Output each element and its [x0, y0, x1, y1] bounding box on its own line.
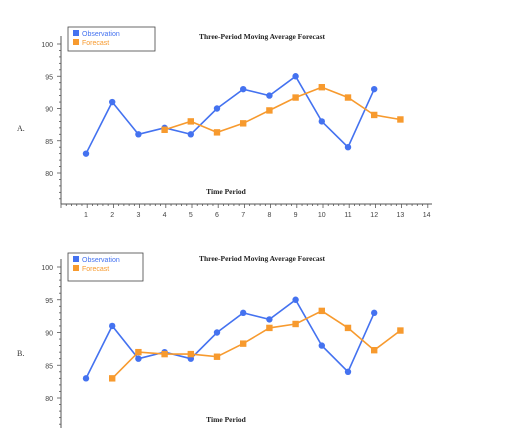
data-point	[344, 144, 352, 151]
data-point	[240, 340, 247, 347]
data-point	[266, 324, 273, 332]
data-point	[135, 348, 142, 356]
chart-title: Three-Period Moving Average Forecast	[199, 32, 326, 41]
data-point	[344, 368, 352, 375]
data-point	[187, 131, 194, 138]
y-tick-label: 100	[41, 265, 53, 272]
data-point	[187, 118, 194, 125]
data-point	[344, 324, 352, 332]
series-forecast	[109, 307, 404, 382]
data-point	[161, 350, 168, 358]
data-point	[135, 355, 142, 362]
data-point	[213, 129, 221, 136]
x-tick-label: 11	[344, 212, 351, 219]
y-tick-label: 90	[45, 107, 53, 114]
series-line	[85, 298, 375, 379]
data-point	[187, 350, 194, 358]
data-point	[371, 346, 378, 354]
data-point	[109, 322, 116, 330]
legend: Observation Forecast	[67, 26, 156, 52]
y-tick-label: 90	[45, 331, 53, 338]
data-point	[109, 375, 116, 382]
data-point	[82, 375, 90, 382]
legend-swatch	[73, 30, 79, 36]
series-line	[164, 86, 401, 134]
data-point	[213, 353, 221, 360]
data-point	[240, 309, 247, 317]
legend: Observation Forecast	[67, 252, 144, 282]
data-point	[135, 131, 142, 138]
legend-box	[67, 252, 144, 282]
legend-label: Observation	[82, 31, 120, 38]
x-tick-label: 13	[397, 212, 405, 219]
data-point	[240, 120, 247, 127]
panel-label: A.	[17, 124, 25, 133]
x-tick-label: 4	[163, 212, 167, 219]
data-point	[292, 320, 299, 328]
data-point	[292, 94, 299, 101]
y-tick-label: 95	[45, 74, 53, 81]
x-tick-label: 3	[136, 212, 140, 219]
x-axis-label: Time Period	[206, 187, 246, 196]
data-point	[266, 92, 273, 99]
series-forecast	[161, 84, 404, 136]
data-point	[292, 73, 299, 80]
legend-label: Observation	[82, 257, 120, 264]
x-axis-label: Time Period	[206, 415, 246, 424]
data-point	[266, 316, 273, 323]
x-tick-label: 8	[267, 212, 271, 219]
data-point	[371, 85, 378, 93]
x-tick-label: 12	[370, 212, 378, 219]
chart-title: Three-Period Moving Average Forecast	[199, 254, 326, 263]
x-tick-label: 9	[294, 212, 298, 219]
x-tick-label: 7	[241, 212, 245, 219]
legend-label: Forecast	[82, 266, 109, 273]
y-tick-label: 85	[45, 363, 53, 370]
data-point	[109, 98, 116, 106]
data-point	[213, 329, 221, 336]
panel-label: B.	[17, 349, 24, 358]
x-tick-label: 6	[215, 212, 219, 219]
y-tick-label: 95	[45, 298, 53, 305]
series-line	[85, 75, 375, 155]
data-point	[318, 84, 325, 91]
data-point	[318, 342, 325, 349]
series-observation	[82, 73, 378, 157]
legend-label: Forecast	[82, 40, 109, 47]
data-point	[240, 85, 247, 93]
y-tick-label: 100	[41, 42, 53, 49]
x-tick-label: 1	[84, 212, 88, 219]
data-point	[292, 296, 299, 303]
y-tick-label: 80	[45, 396, 53, 403]
data-point	[318, 307, 325, 315]
data-point	[82, 150, 90, 157]
legend-swatch	[73, 39, 79, 45]
y-tick-label: 80	[45, 171, 53, 178]
data-point	[371, 309, 378, 317]
series-observation	[82, 296, 378, 382]
data-point	[371, 111, 378, 119]
data-point	[397, 327, 404, 334]
y-tick-label: 85	[45, 139, 53, 146]
x-tick-label: 2	[110, 212, 114, 219]
legend-box	[67, 26, 156, 52]
data-point	[397, 116, 404, 123]
legend-swatch	[73, 256, 79, 262]
data-point	[344, 94, 352, 101]
x-tick-label: 14	[423, 212, 431, 219]
x-tick-label: 10	[318, 212, 326, 219]
x-tick-label: 5	[189, 212, 193, 219]
legend-swatch	[73, 265, 79, 271]
series-line	[111, 309, 401, 379]
data-point	[161, 126, 168, 133]
data-point	[266, 107, 273, 114]
data-point	[318, 118, 325, 125]
data-point	[213, 105, 221, 112]
chart-panel-2: B. 80 85 90 95 100 Three-Period Moving Average…	[17, 252, 404, 428]
